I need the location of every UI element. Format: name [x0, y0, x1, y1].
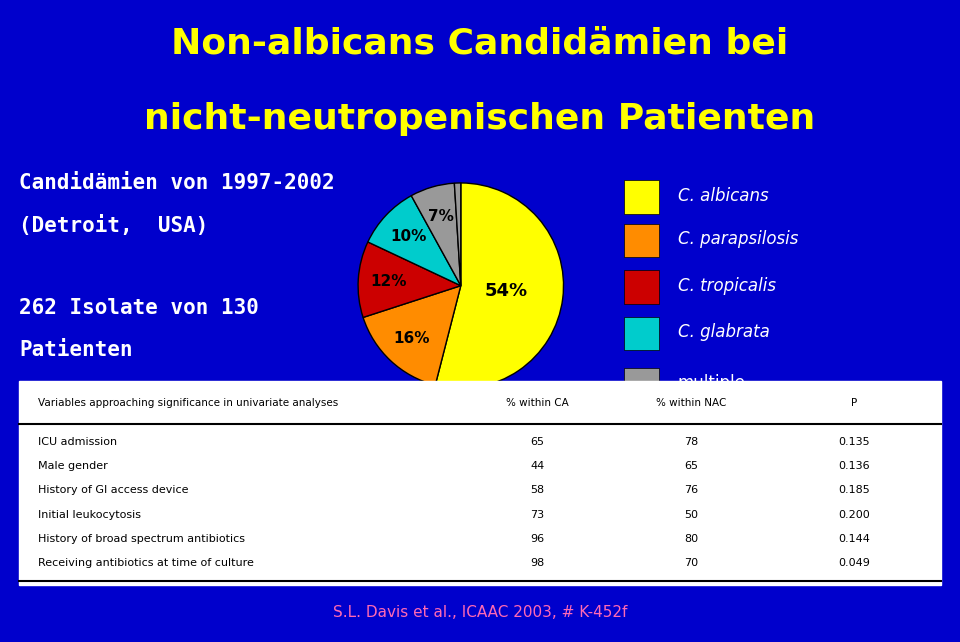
Text: % within CA: % within CA — [506, 399, 569, 408]
Text: 65: 65 — [531, 437, 544, 447]
FancyBboxPatch shape — [624, 180, 659, 214]
Text: Initial leukocytosis: Initial leukocytosis — [38, 510, 141, 519]
Text: 54%: 54% — [485, 282, 528, 300]
Text: Candidämien von 1997-2002: Candidämien von 1997-2002 — [19, 173, 335, 193]
Text: 78: 78 — [684, 437, 698, 447]
Text: 0.185: 0.185 — [838, 485, 871, 495]
FancyBboxPatch shape — [624, 224, 659, 257]
Text: Male gender: Male gender — [38, 461, 108, 471]
Text: History of broad spectrum antibiotics: History of broad spectrum antibiotics — [38, 534, 246, 544]
Text: Non-albicans Candidämien bei: Non-albicans Candidämien bei — [172, 27, 788, 61]
FancyBboxPatch shape — [624, 317, 659, 350]
Text: (Detroit,  USA): (Detroit, USA) — [19, 215, 208, 236]
Text: C. tropicalis: C. tropicalis — [678, 277, 776, 295]
Text: 262 Isolate von 130: 262 Isolate von 130 — [19, 299, 259, 318]
Text: multiple: multiple — [678, 374, 746, 392]
Text: Variables approaching significance in univariate analyses: Variables approaching significance in un… — [38, 399, 339, 408]
FancyBboxPatch shape — [624, 368, 659, 401]
Text: 98: 98 — [531, 559, 544, 568]
Text: C. albicans: C. albicans — [678, 187, 769, 205]
Text: C. parapsilosis: C. parapsilosis — [678, 230, 798, 248]
Wedge shape — [411, 183, 461, 286]
Text: S.L. Davis et al., ICAAC 2003, # K-452f: S.L. Davis et al., ICAAC 2003, # K-452f — [333, 605, 627, 620]
Text: 12%: 12% — [371, 273, 407, 289]
Wedge shape — [368, 196, 461, 286]
Wedge shape — [435, 183, 564, 388]
Text: ICU admission: ICU admission — [38, 437, 117, 447]
Text: 44: 44 — [531, 461, 544, 471]
Wedge shape — [358, 242, 461, 317]
Text: 96: 96 — [531, 534, 544, 544]
Wedge shape — [454, 183, 461, 286]
Text: P: P — [852, 399, 857, 408]
Text: 16%: 16% — [394, 331, 430, 345]
Text: % within NAC: % within NAC — [656, 399, 727, 408]
FancyBboxPatch shape — [624, 270, 659, 304]
Text: 10%: 10% — [390, 229, 426, 244]
Text: 76: 76 — [684, 485, 698, 495]
Text: Receiving antibiotics at time of culture: Receiving antibiotics at time of culture — [38, 559, 254, 568]
Text: 0.144: 0.144 — [838, 534, 871, 544]
Text: 7%: 7% — [428, 209, 454, 224]
Text: 80: 80 — [684, 534, 698, 544]
Text: 65: 65 — [684, 461, 698, 471]
Text: 70: 70 — [684, 559, 698, 568]
Text: C. glabrata: C. glabrata — [678, 323, 770, 341]
Wedge shape — [363, 286, 461, 385]
Text: 0.049: 0.049 — [838, 559, 871, 568]
Text: 0.200: 0.200 — [838, 510, 871, 519]
Text: nicht-neutropenischen Patienten: nicht-neutropenischen Patienten — [144, 102, 816, 136]
Text: 58: 58 — [531, 485, 544, 495]
Text: 50: 50 — [684, 510, 698, 519]
Text: 0.136: 0.136 — [839, 461, 870, 471]
Text: History of GI access device: History of GI access device — [38, 485, 189, 495]
Text: 0.135: 0.135 — [839, 437, 870, 447]
Text: 73: 73 — [531, 510, 544, 519]
Text: Patienten: Patienten — [19, 340, 132, 360]
